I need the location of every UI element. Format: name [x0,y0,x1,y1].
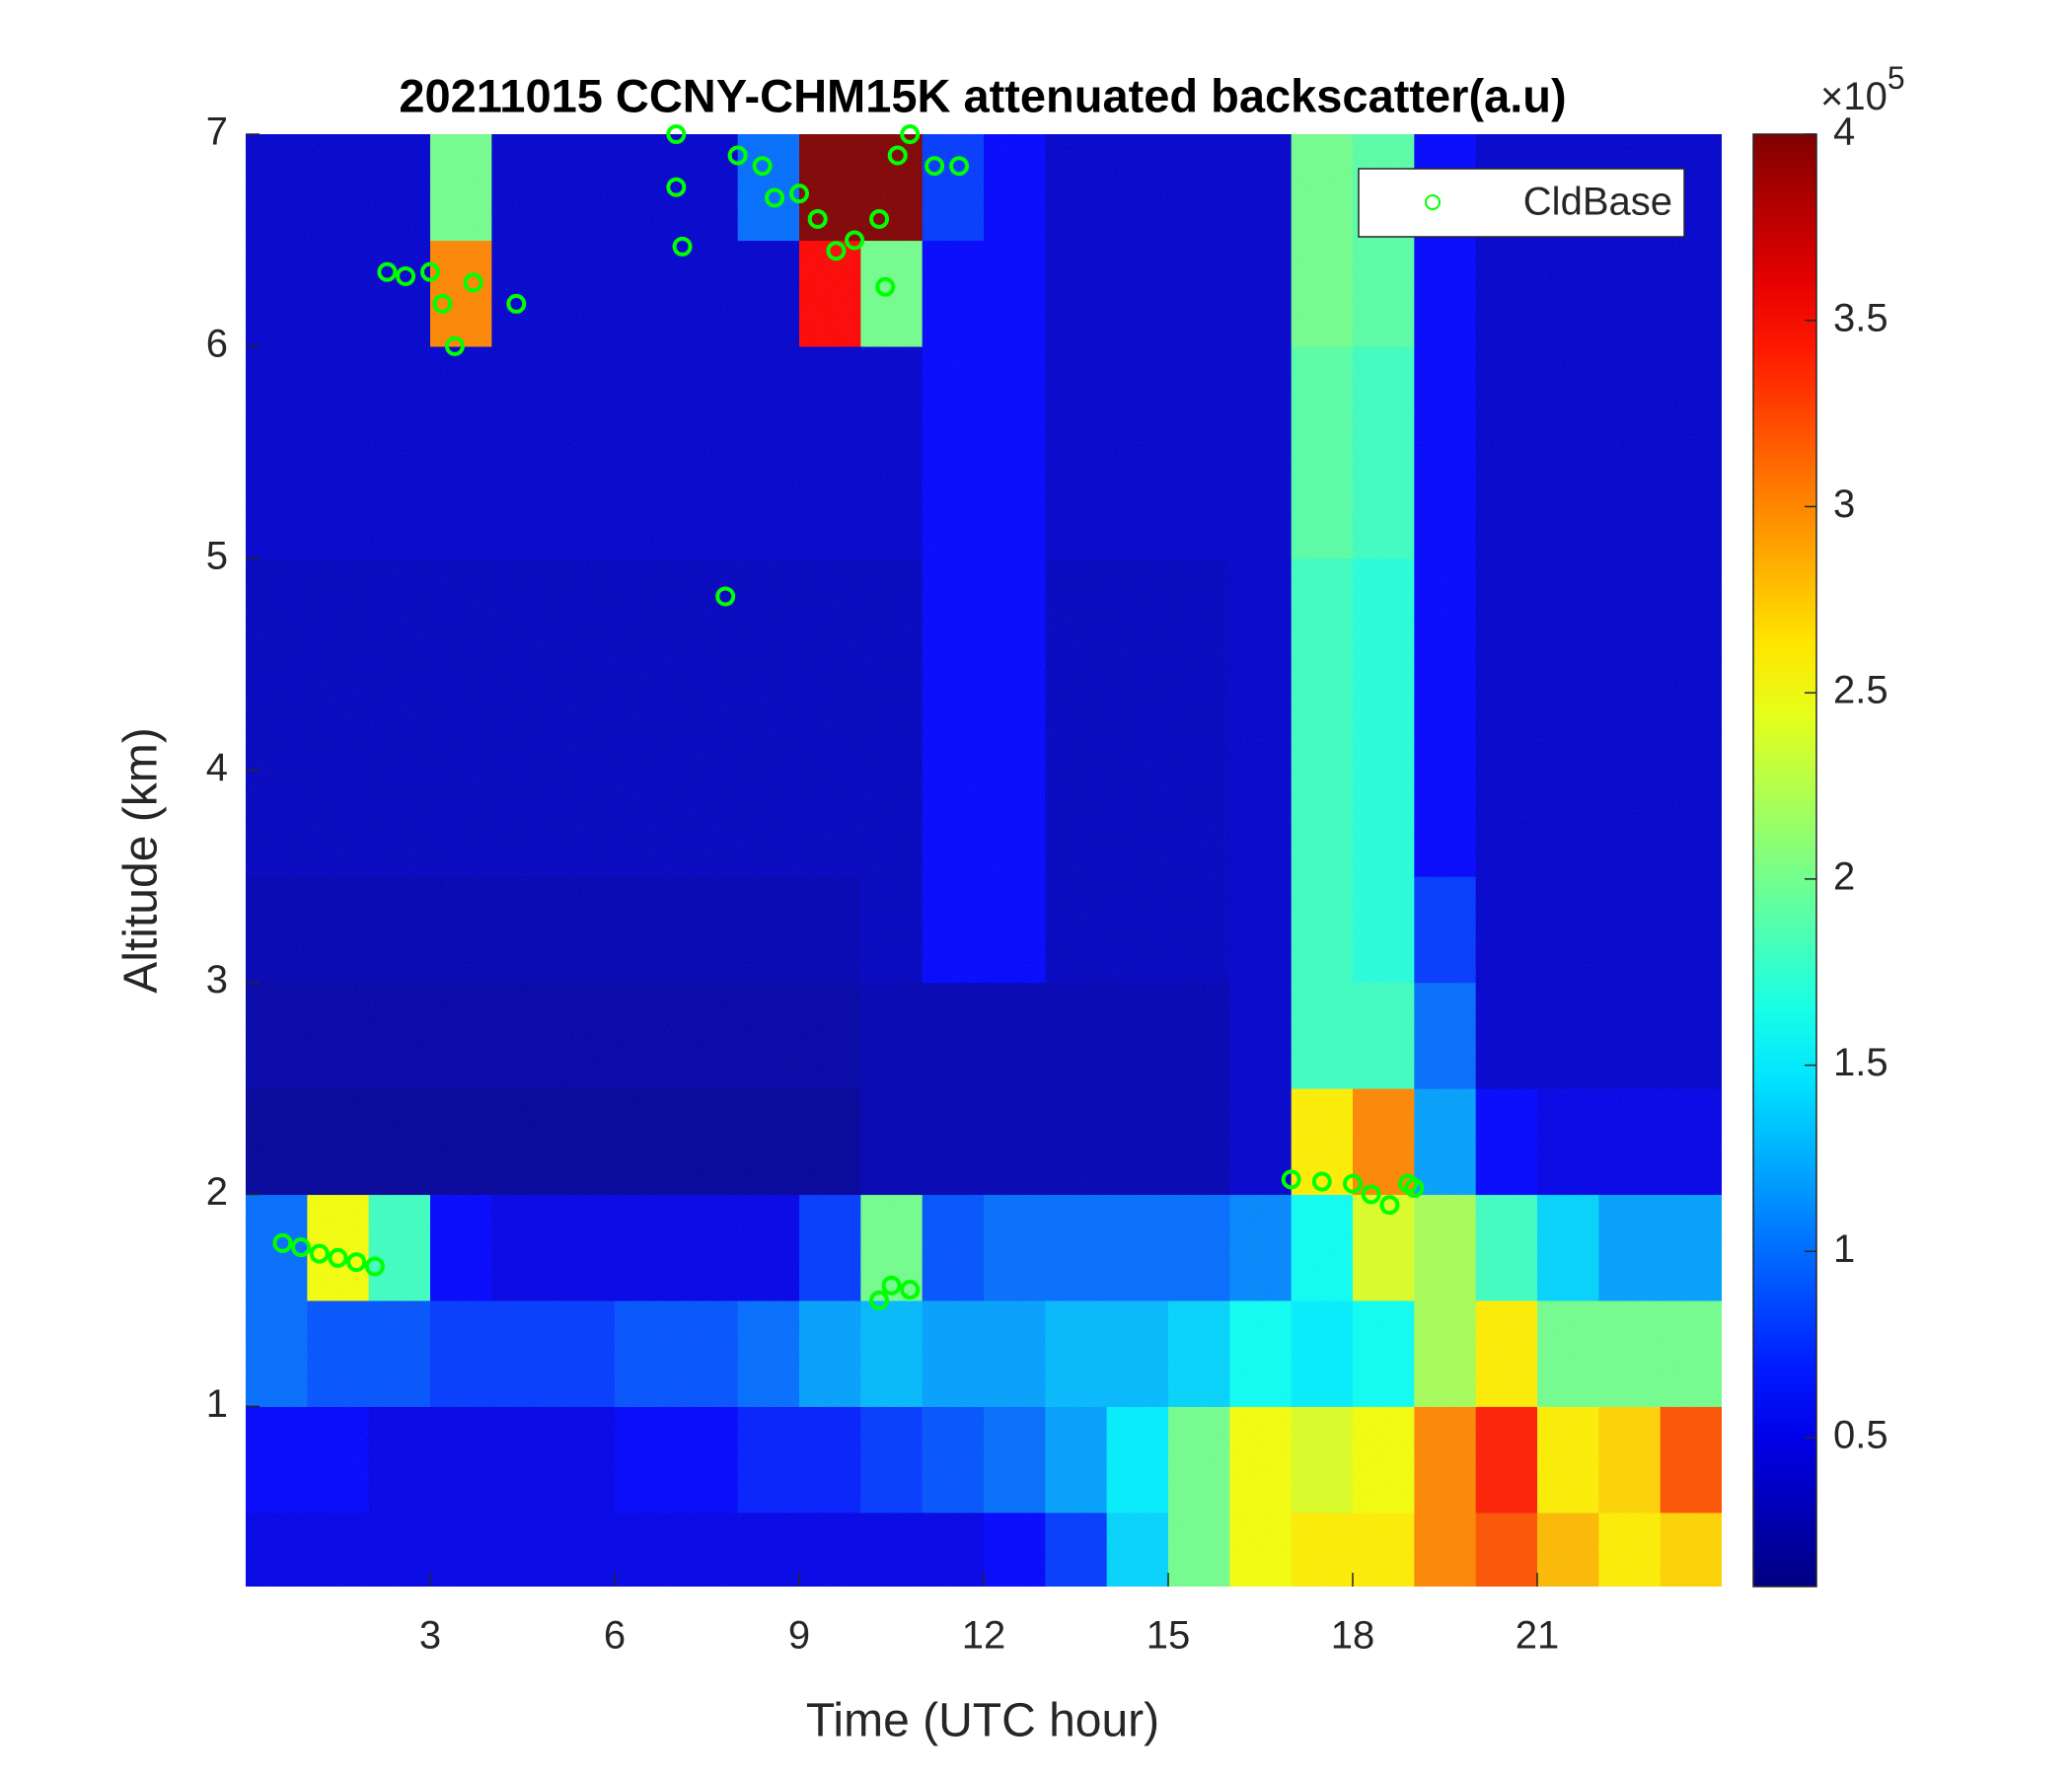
cloud-base-point [420,261,440,282]
cloud-base-point [765,187,785,208]
cloud-base-point [444,335,465,356]
colorbar-tick-label: 4 [1833,111,1855,154]
y-tick-label: 2 [206,1170,228,1214]
colorbar: 0.5 1 1.5 2 2.5 3 3.5 4×105 [1752,60,1905,1588]
cloud-base-point [309,1243,330,1264]
cloud-base-point [925,156,945,177]
colorbar-tick-label: 2.5 [1833,669,1888,712]
colorbar-tick-label: 2 [1833,854,1855,898]
colorbar-gradient [1753,134,1816,1587]
exponent-power: 5 [1887,60,1905,96]
x-tick-label: 21 [1516,1614,1560,1658]
colorbar-tick-label: 1.5 [1833,1041,1888,1084]
cloud-base-point [949,156,970,177]
legend-label: CldBase [1523,181,1672,224]
y-tick-label: 1 [206,1382,228,1426]
cloud-base-point [715,586,736,607]
cloud-base-point [826,241,847,261]
cloud-base-point [396,265,416,286]
y-tick-label: 6 [206,322,228,365]
cloud-base-point [328,1247,348,1268]
cloud-base-point [881,1275,902,1295]
cloud-base-point [807,208,828,229]
cloud-base-point [752,156,773,177]
cloud-base-point [506,293,527,314]
x-tick-label: 6 [604,1614,626,1658]
y-tick-label: 4 [206,746,228,789]
cloud-base-point [900,124,921,144]
y-tick-label: 7 [206,111,228,154]
cloud-base-point [463,272,483,293]
legend-box [1358,168,1685,238]
exponent-base: ×10 [1820,75,1887,118]
cloud-base-point [900,1280,921,1300]
cloud-base-point [666,177,687,197]
cloud-base-point [1404,1178,1425,1199]
colorbar-exponent: ×105 [1820,60,1905,117]
cloud-base-point [1343,1173,1363,1194]
cloud-base-point [346,1252,367,1273]
x-tick-label: 3 [419,1614,441,1658]
scatter-layer [272,124,1425,1310]
x-axis-label: Time (UTC hour) [806,1695,1159,1747]
cloud-base-point [364,1256,385,1277]
x-tick-label: 15 [1147,1614,1191,1658]
cloud-base-point [869,208,890,229]
cloud-base-point [672,236,693,257]
cloud-base-point [432,293,453,314]
x-tick-label: 12 [962,1614,1006,1658]
cloud-base-point [666,124,687,144]
y-tick-label: 5 [206,534,228,577]
cloud-base-point [727,145,748,166]
cloud-base-point [291,1237,312,1258]
chart-title: 20211015 CCNY-CHM15K attenuated backscat… [399,69,1566,121]
y-tick-label: 3 [206,958,228,1001]
colorbar-tick-label: 0.5 [1833,1414,1888,1457]
x-tick-label: 18 [1331,1614,1375,1658]
legend: CldBase [1358,168,1685,238]
colorbar-tick-label: 3.5 [1833,296,1888,339]
noise-texture [246,134,1722,1587]
cloud-base-point [887,145,908,166]
cloud-base-point [377,261,398,282]
colorbar-tick-label: 1 [1833,1227,1855,1271]
cloud-base-point [1379,1195,1400,1216]
cloud-base-point [875,276,896,297]
legend-marker [1425,194,1441,210]
colorbar-frame [1752,133,1817,1588]
y-axis-label: Altitude (km) [115,727,168,993]
cloud-base-point [869,1290,890,1310]
cloud-base-point [789,184,809,204]
cloud-base-point [1311,1171,1332,1192]
x-tick-label: 9 [788,1614,810,1658]
colorbar-tick-label: 3 [1833,482,1855,526]
cloud-base-point [1361,1184,1381,1205]
cloud-base-point [272,1232,293,1253]
cloud-base-point [845,230,865,251]
cloud-base-point [1281,1169,1301,1190]
